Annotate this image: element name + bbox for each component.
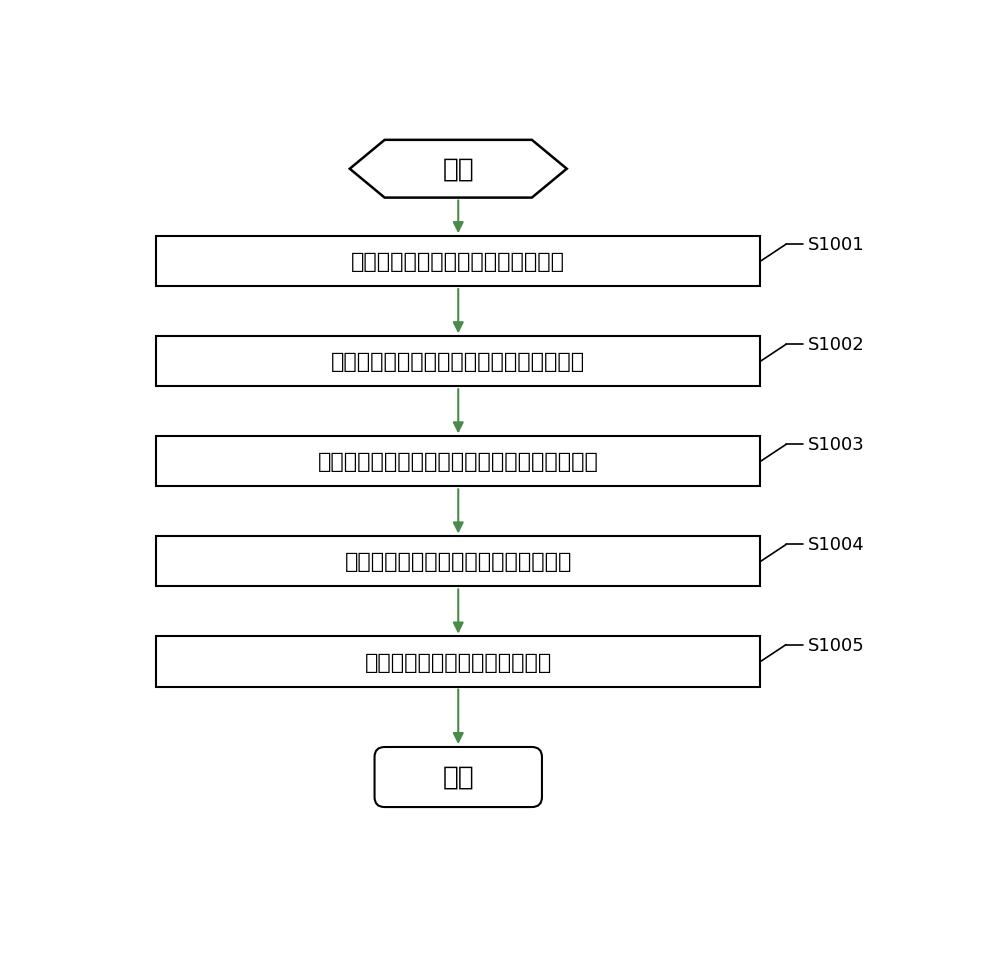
FancyBboxPatch shape (375, 747, 542, 807)
Text: S1004: S1004 (808, 536, 865, 554)
Bar (156, 236, 760, 287)
Bar (156, 536, 760, 587)
Text: S1001: S1001 (808, 235, 864, 254)
Text: 测量该永磁同步电机空载状态下线电压: 测量该永磁同步电机空载状态下线电压 (345, 552, 572, 572)
Text: 计算得到永磁体的温度特性方程: 计算得到永磁体的温度特性方程 (365, 652, 552, 672)
Text: S1002: S1002 (808, 336, 865, 354)
Text: S1005: S1005 (808, 636, 865, 654)
Text: 在永磁同步电机冷态下记录环境温度: 在永磁同步电机冷态下记录环境温度 (351, 252, 565, 272)
Text: 结束: 结束 (442, 764, 474, 790)
Text: 开始: 开始 (442, 156, 474, 183)
Text: 测量该永磁同步电机在额定转速时的线电压: 测量该永磁同步电机在额定转速时的线电压 (331, 352, 585, 372)
Polygon shape (350, 141, 567, 198)
Bar (156, 337, 760, 387)
Bar (156, 437, 760, 487)
Bar (156, 637, 760, 687)
Text: S1003: S1003 (808, 436, 865, 454)
Text: 测量该永磁同步电机在额定功率时的转子的温度: 测量该永磁同步电机在额定功率时的转子的温度 (318, 451, 599, 472)
